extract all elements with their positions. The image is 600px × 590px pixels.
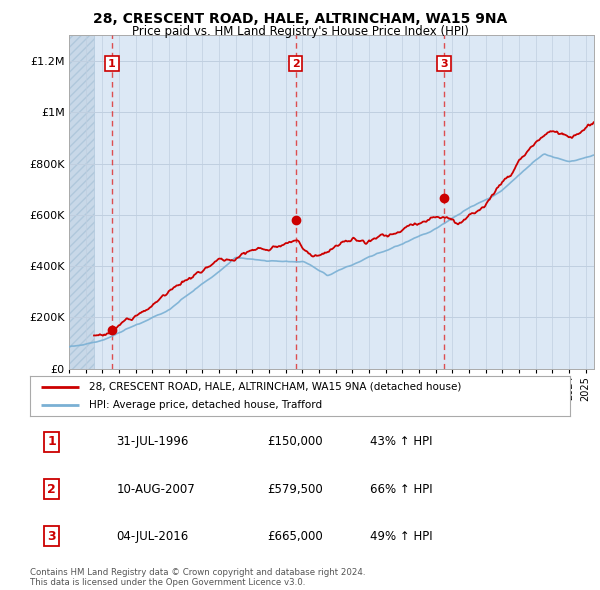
Text: 3: 3 <box>440 58 448 68</box>
Text: 2: 2 <box>292 58 300 68</box>
Text: Contains HM Land Registry data © Crown copyright and database right 2024.
This d: Contains HM Land Registry data © Crown c… <box>30 568 365 587</box>
Text: 28, CRESCENT ROAD, HALE, ALTRINCHAM, WA15 9NA: 28, CRESCENT ROAD, HALE, ALTRINCHAM, WA1… <box>93 12 507 26</box>
Text: £665,000: £665,000 <box>268 530 323 543</box>
Text: 28, CRESCENT ROAD, HALE, ALTRINCHAM, WA15 9NA (detached house): 28, CRESCENT ROAD, HALE, ALTRINCHAM, WA1… <box>89 382 462 392</box>
Text: 49% ↑ HPI: 49% ↑ HPI <box>370 530 433 543</box>
Text: Price paid vs. HM Land Registry's House Price Index (HPI): Price paid vs. HM Land Registry's House … <box>131 25 469 38</box>
Text: 1: 1 <box>108 58 116 68</box>
Text: 2: 2 <box>47 483 56 496</box>
Text: 43% ↑ HPI: 43% ↑ HPI <box>370 435 433 448</box>
Text: 1: 1 <box>47 435 56 448</box>
Text: 66% ↑ HPI: 66% ↑ HPI <box>370 483 433 496</box>
Text: £579,500: £579,500 <box>268 483 323 496</box>
Text: 3: 3 <box>47 530 56 543</box>
Text: £150,000: £150,000 <box>268 435 323 448</box>
Text: 04-JUL-2016: 04-JUL-2016 <box>116 530 188 543</box>
Text: HPI: Average price, detached house, Trafford: HPI: Average price, detached house, Traf… <box>89 400 323 410</box>
Text: 10-AUG-2007: 10-AUG-2007 <box>116 483 195 496</box>
Bar <box>69 35 94 369</box>
Text: 31-JUL-1996: 31-JUL-1996 <box>116 435 189 448</box>
